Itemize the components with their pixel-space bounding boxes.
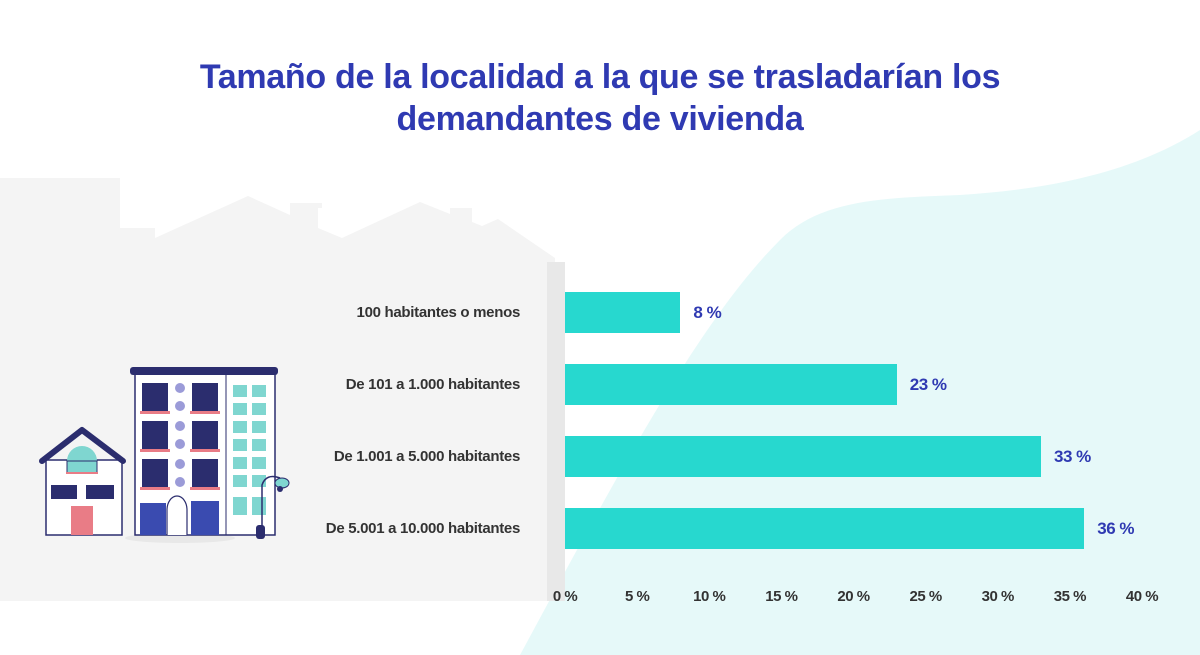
value-label: 8 %: [693, 303, 722, 322]
house-icon: [39, 427, 126, 536]
category-label: De 5.001 a 10.000 habitantes: [325, 520, 521, 537]
chart-title-line-1: Tamaño de la localidad a la que se trasl…: [199, 58, 1001, 96]
chart-title-line-2: demandantes de vivienda: [396, 100, 804, 138]
x-tick-label: 30 %: [981, 588, 1015, 605]
apartment-building-icon: [130, 367, 278, 536]
value-label: 36 %: [1097, 519, 1135, 538]
x-tick-label: 10 %: [693, 588, 726, 605]
bar: [565, 436, 1042, 477]
x-tick-label: 0 %: [552, 588, 578, 605]
category-label: 100 habitantes o menos: [356, 304, 521, 321]
x-tick-label: 15 %: [765, 588, 798, 605]
category-label: De 101 a 1.000 habitantes: [345, 376, 521, 393]
x-tick-label: 20 %: [837, 588, 870, 605]
x-tick-label: 40 %: [1125, 588, 1159, 605]
bar: [565, 292, 681, 333]
value-label: 33 %: [1054, 447, 1091, 466]
value-label: 23 %: [909, 375, 947, 394]
x-tick-label: 5 %: [624, 588, 650, 605]
x-tick-label: 35 %: [1053, 588, 1087, 605]
x-tick-label: 25 %: [909, 588, 943, 605]
street-lamp-icon: [256, 475, 290, 539]
buildings-illustration: [39, 367, 290, 543]
chart-title: Tamaño de la localidad a la que se trasl…: [0, 56, 1200, 140]
bar: [565, 508, 1085, 549]
y-axis-bar: [547, 262, 565, 601]
category-label: De 1.001 a 5.000 habitantes: [333, 448, 520, 465]
bar: [565, 364, 897, 405]
